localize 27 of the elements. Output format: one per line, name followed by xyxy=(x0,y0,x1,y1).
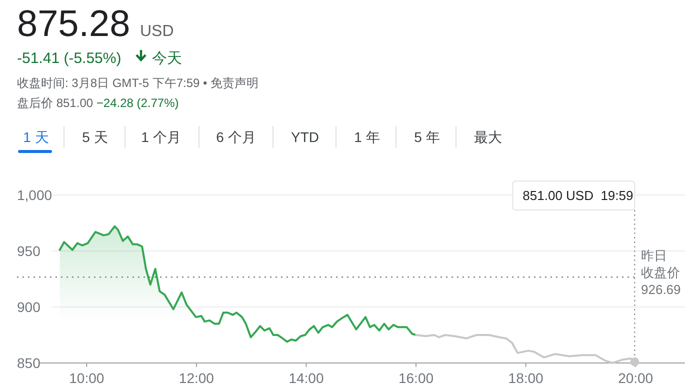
y-tick-label: 1,000 xyxy=(17,187,52,203)
text: YTD xyxy=(291,129,319,145)
text: 1 个月 xyxy=(141,129,181,145)
text: 收盘时间: 3月8日 GMT-5 下午7:59 • 免责声明 xyxy=(17,76,259,90)
x-tick-label: 12:00 xyxy=(178,370,214,386)
x-tick-label: 20:00 xyxy=(618,370,654,386)
y-tick-label: 950 xyxy=(17,243,41,259)
text: −24.28 (2.77%) xyxy=(93,96,179,110)
text: 1 天 xyxy=(23,129,49,145)
text: 最大 xyxy=(474,129,502,145)
text: 1 年 xyxy=(354,129,380,145)
x-tick-label: 10:00 xyxy=(69,370,104,386)
chart-title: 875.28 xyxy=(17,3,130,44)
annotation: 851.00 USD 19:59 xyxy=(522,188,634,203)
x-tick-label: 14:00 xyxy=(288,370,324,386)
x-tick-label: 16:00 xyxy=(398,370,434,386)
text: 5 天 xyxy=(82,129,108,145)
text: 盘后价 851.00 xyxy=(17,96,94,110)
y-tick-label: 850 xyxy=(17,355,41,371)
text: USD xyxy=(140,23,174,40)
text: 今天 xyxy=(152,50,182,67)
text: 5 年 xyxy=(414,129,440,145)
x-tick-label: 18:00 xyxy=(508,370,544,386)
y-tick-label: 900 xyxy=(17,299,41,315)
ref-line-label: 昨日收盘价 926.69 xyxy=(641,248,681,298)
text: 6 个月 xyxy=(216,129,256,145)
text: -51.41 (-5.55%) xyxy=(17,50,122,67)
